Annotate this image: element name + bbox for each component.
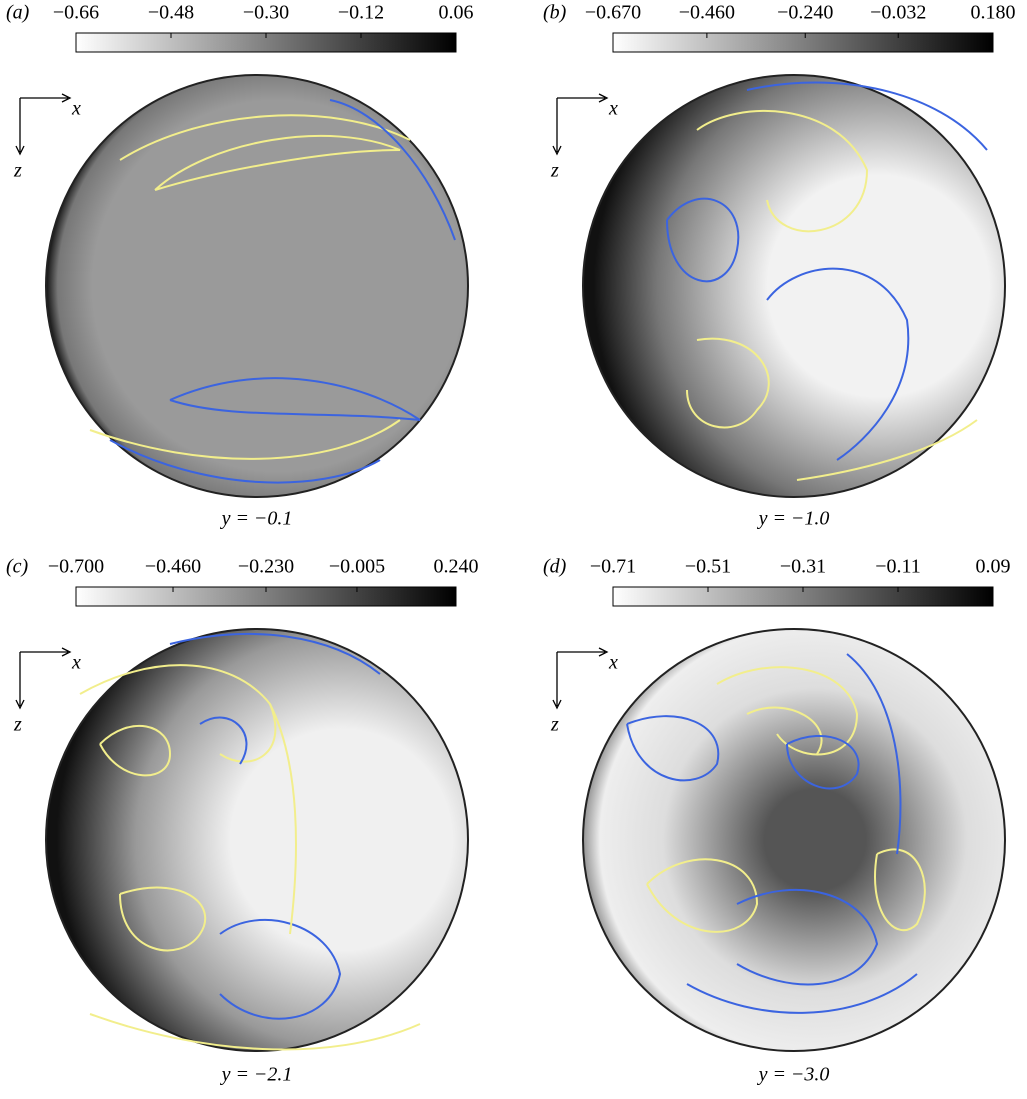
- colorbar-tick-label: −0.71: [590, 556, 636, 578]
- field-disk: [45, 628, 469, 1052]
- colorbar-tick-label: −0.30: [243, 2, 289, 24]
- contour-line: [219, 919, 342, 1020]
- colorbar-tick-label: −0.51: [685, 556, 731, 578]
- slice-caption: y = −1.0: [757, 508, 830, 530]
- contour-line: [89, 1013, 421, 1051]
- z-axis-label: z: [13, 160, 22, 182]
- x-axis-label: x: [71, 98, 81, 120]
- colorbar-tick-label: −0.005: [329, 556, 385, 578]
- z-axis-label: z: [550, 714, 559, 736]
- z-axis-label: z: [550, 160, 559, 182]
- colorbar-tick-label: −0.032: [870, 2, 926, 24]
- colorbar-tick-label: −0.460: [145, 556, 201, 578]
- contour-line: [119, 886, 207, 952]
- contour-line: [646, 858, 759, 933]
- contour-line: [89, 419, 401, 460]
- panel-label: (d): [543, 556, 567, 578]
- contour-line: [329, 99, 456, 241]
- slice-caption: y = −2.1: [220, 1064, 293, 1086]
- panel: (c) −0.700 −0.460 −0.230 −0.005 0.240 x z y = −2…: [6, 556, 479, 1086]
- slice-caption: y = −3.0: [757, 1064, 830, 1086]
- colorbar-tick-label: −0.670: [585, 2, 641, 24]
- contour-line: [846, 653, 902, 855]
- colorbar-tick-label: −0.11: [875, 556, 921, 578]
- colorbar-tick-label: −0.230: [238, 556, 294, 578]
- contour-line: [696, 110, 869, 233]
- field-disk: [582, 74, 1006, 498]
- colorbar-tick-label: 0.06: [439, 2, 474, 24]
- contour-line: [716, 666, 859, 756]
- z-axis-label: z: [13, 714, 22, 736]
- slice-caption: y = −0.1: [220, 508, 293, 530]
- contour-line: [154, 134, 401, 191]
- contour-line: [666, 197, 740, 283]
- panel: (d) −0.71 −0.51 −0.31 −0.11 0.09 x z y = −3.0: [543, 556, 1011, 1086]
- contour-line: [686, 337, 770, 429]
- colorbar-tick-label: −0.700: [48, 556, 104, 578]
- colorbar-tick-label: 0.240: [434, 556, 479, 578]
- colorbar-tick-label: −0.12: [338, 2, 384, 24]
- panel-label: (b): [543, 2, 567, 24]
- contour-line: [874, 848, 926, 931]
- contour-line: [199, 716, 248, 765]
- panel: (b) −0.670 −0.460 −0.240 −0.032 0.180 x z y = −1…: [543, 2, 1016, 530]
- colorbar: [612, 32, 994, 53]
- contour-line: [686, 973, 918, 1014]
- axis-arrow: [552, 647, 609, 710]
- axis-arrow: [552, 93, 609, 156]
- contour-line: [79, 664, 277, 763]
- contour-line: [766, 267, 910, 461]
- colorbar-tick-label: −0.460: [679, 2, 735, 24]
- contour-line: [99, 725, 172, 777]
- contour-line: [169, 377, 421, 421]
- colorbar-tick-label: 0.09: [976, 556, 1011, 578]
- axis-arrow: [15, 647, 72, 710]
- contour-line: [119, 114, 411, 161]
- contour-line: [626, 715, 720, 782]
- panel-label: (a): [6, 2, 30, 24]
- x-axis-label: x: [71, 652, 81, 674]
- axis-arrow: [15, 93, 72, 156]
- contour-line: [169, 633, 381, 675]
- colorbar-tick-label: −0.48: [148, 2, 194, 24]
- contour-line: [746, 81, 988, 151]
- x-axis-label: x: [608, 98, 618, 120]
- panel-label: (c): [6, 556, 29, 578]
- panel: (a) −0.66 −0.48 −0.30 −0.12 0.06 x z y = −0.1: [6, 2, 474, 530]
- x-axis-label: x: [608, 652, 618, 674]
- contour-line: [736, 889, 879, 986]
- contour-line: [109, 439, 381, 484]
- contour-line: [269, 703, 297, 935]
- colorbar-tick-label: −0.31: [780, 556, 826, 578]
- contour-line: [786, 735, 860, 790]
- colorbar-tick-label: −0.240: [777, 2, 833, 24]
- contour-line: [746, 706, 823, 755]
- colorbar-tick-label: 0.180: [971, 2, 1016, 24]
- field-disk: [582, 628, 1006, 1052]
- colorbar-tick-label: −0.66: [53, 2, 99, 24]
- contour-line: [796, 419, 978, 481]
